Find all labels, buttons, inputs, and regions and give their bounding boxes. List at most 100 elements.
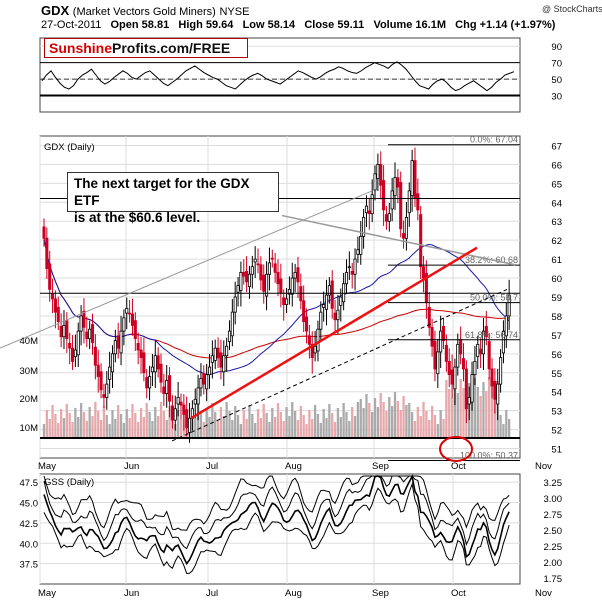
volume-bar — [276, 403, 280, 438]
candle-body — [99, 371, 103, 391]
candle-body — [493, 380, 497, 400]
candle-body — [170, 405, 174, 421]
candle-body — [193, 398, 197, 405]
chart-header-line2: 27-Oct-2011 Open 58.81 High 59.64 Low 58… — [41, 19, 555, 31]
volume-bar — [282, 421, 285, 438]
candle-body — [259, 264, 263, 281]
volume-bar — [408, 403, 411, 438]
candle-body — [344, 271, 349, 285]
volume-bar — [436, 424, 439, 438]
volume-tick-label: 20M — [20, 394, 39, 405]
volume-bar — [265, 413, 268, 438]
candle-body — [150, 366, 154, 373]
volume-bar — [470, 392, 474, 438]
volume-bar — [245, 419, 248, 438]
price-tick-label: 60 — [551, 274, 562, 285]
volume-bar — [102, 406, 106, 438]
gss-series-line — [43, 473, 510, 566]
volume-bar — [65, 404, 68, 438]
candle-body — [139, 349, 143, 359]
exchange: NYSE — [219, 6, 250, 18]
price-tick-label: 57 — [551, 331, 562, 342]
volume-bar — [296, 420, 300, 438]
volume-bar — [450, 398, 454, 438]
gss-x-label: Oct — [451, 588, 466, 599]
candle-body — [165, 379, 169, 395]
candle-body — [421, 266, 426, 279]
candle-body — [182, 404, 186, 415]
gss-right-tick: 3.25 — [544, 478, 563, 489]
volume-bar — [482, 382, 485, 438]
volume-bar — [462, 388, 465, 438]
volume-bar — [254, 423, 257, 438]
candle-body — [205, 374, 209, 390]
volume-bar — [162, 411, 165, 438]
candle-body — [48, 263, 52, 290]
candle-body — [304, 316, 309, 332]
gss-right-tick: 2.75 — [544, 510, 563, 521]
gss-right-tick: 1.75 — [544, 574, 563, 585]
candle-body — [413, 160, 417, 199]
declining-resistance-line — [281, 214, 516, 266]
open-value: Open 58.81 — [110, 19, 170, 31]
candle-body — [102, 394, 106, 398]
candle-body — [484, 325, 488, 338]
candle-body — [473, 360, 477, 376]
volume-bar — [205, 408, 208, 438]
candle-body — [65, 320, 69, 340]
volume-bar — [91, 416, 94, 438]
rsi-tick-label: 70 — [551, 59, 562, 70]
volume-bar — [154, 407, 157, 438]
volume-bar — [416, 407, 419, 438]
volume-tick-label: 30M — [20, 366, 39, 377]
rsi-tick-label: 30 — [551, 92, 562, 103]
candle-body — [476, 343, 480, 358]
candle-body — [396, 177, 400, 188]
candle-body — [216, 347, 220, 359]
candle-body — [276, 271, 280, 285]
candle-body — [327, 285, 331, 296]
candle-body — [330, 280, 334, 309]
candle-body — [148, 376, 152, 389]
volume-bar — [368, 403, 371, 438]
candle-body — [93, 346, 97, 366]
volume-bar — [285, 407, 288, 438]
candle-body — [407, 190, 411, 214]
volume-bar — [308, 410, 311, 438]
volume-bar — [79, 403, 83, 438]
candle-body — [436, 351, 440, 375]
candle-body — [282, 297, 286, 305]
candle-body — [496, 383, 500, 405]
volume-bar — [251, 414, 254, 438]
high-value: High 59.64 — [178, 19, 234, 31]
brand-logo[interactable]: SunshineProfits.com/FREE — [44, 38, 248, 58]
price-tick-label: 56 — [551, 350, 562, 361]
volume-bar — [148, 412, 151, 438]
volume-bar — [376, 407, 380, 438]
volume-bar — [422, 402, 425, 438]
volume-bar — [445, 380, 448, 438]
volume-bar — [216, 421, 220, 438]
volume-bar — [311, 419, 314, 438]
candle-body — [59, 325, 63, 338]
candle-body — [290, 277, 294, 295]
volume-bar — [137, 422, 140, 438]
candle-body — [162, 386, 166, 394]
volume-bar — [45, 410, 48, 438]
gss-panel-title: GSS (Daily) — [44, 477, 94, 488]
candle-body — [353, 258, 357, 275]
volume-bar — [508, 419, 511, 438]
volume-bar — [476, 387, 479, 438]
volume-bar — [279, 412, 282, 438]
candle-body — [427, 307, 431, 328]
price-x-label: Sep — [372, 461, 389, 472]
fib-level-label: 61.8%: 56.74 — [465, 330, 518, 340]
candle-body — [384, 214, 388, 222]
candle-body — [236, 285, 240, 293]
gss-right-tick: 2.50 — [544, 526, 563, 537]
candle-body — [68, 343, 72, 349]
gss-frame — [39, 473, 521, 585]
candle-body — [285, 298, 289, 305]
volume-bar — [488, 377, 491, 438]
candle-body — [116, 335, 120, 349]
